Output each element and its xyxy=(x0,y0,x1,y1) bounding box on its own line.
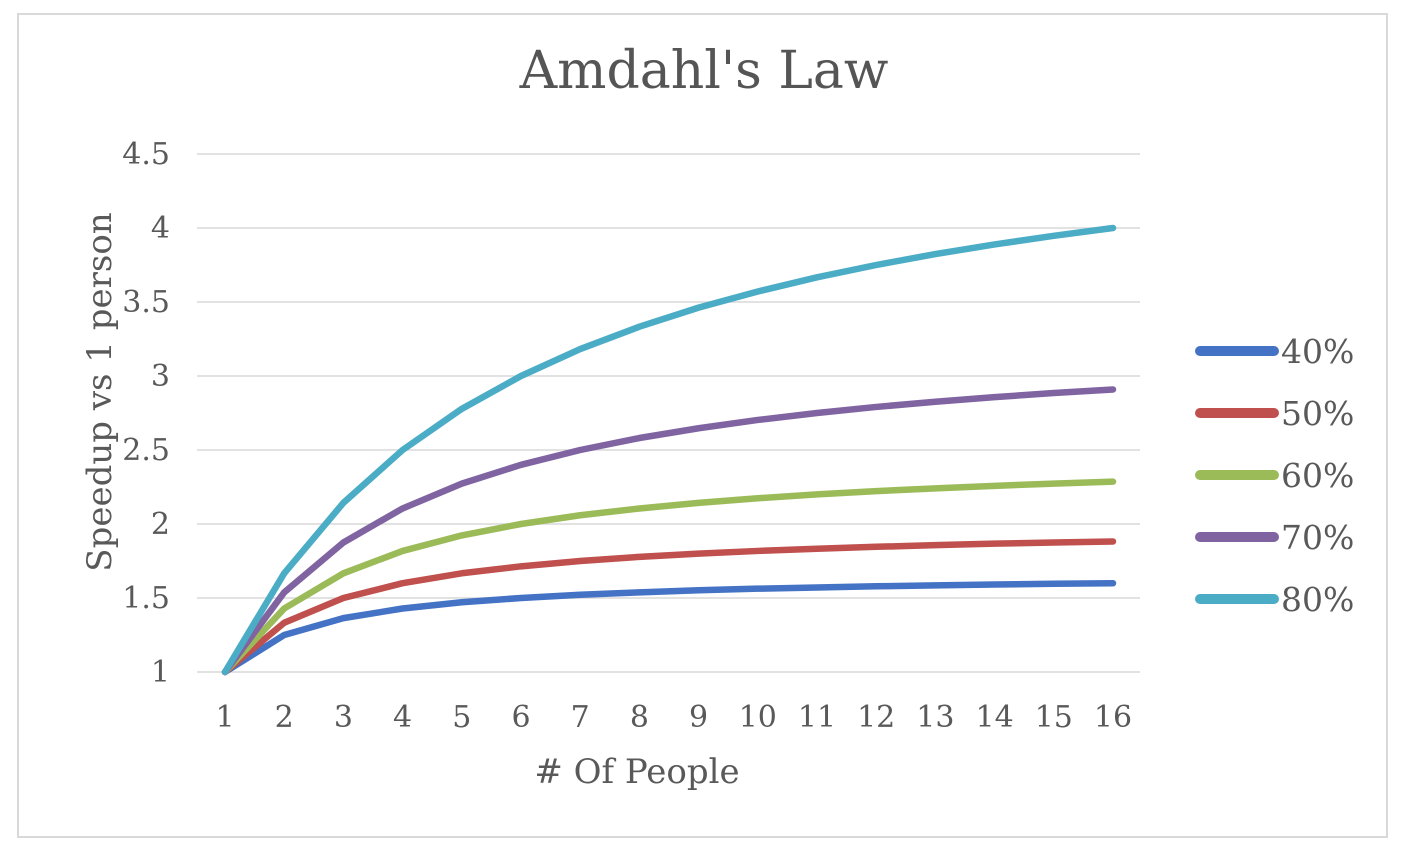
y-tick-label-3.5: 3.5 xyxy=(122,285,170,320)
y-tick-label-4.5: 4.5 xyxy=(122,137,170,172)
y-tick-label-3: 3 xyxy=(151,359,170,394)
legend-label-50%: 50% xyxy=(1281,393,1355,433)
y-tick-label-4: 4 xyxy=(151,211,170,246)
legend-swatch-80% xyxy=(1195,594,1279,604)
series-line-70% xyxy=(221,386,1117,676)
x-tick-label-10: 10 xyxy=(739,700,777,735)
x-tick-label-8: 8 xyxy=(630,700,649,735)
x-tick-label-12: 12 xyxy=(857,700,895,735)
y-tick-label-2.5: 2.5 xyxy=(122,433,170,468)
legend-swatch-60% xyxy=(1195,470,1279,480)
x-tick-label-16: 16 xyxy=(1094,700,1132,735)
legend-item-40%: 40% xyxy=(1195,328,1354,374)
legend-item-60%: 60% xyxy=(1195,452,1354,498)
x-tick-label-14: 14 xyxy=(976,700,1014,735)
series-line-50% xyxy=(221,538,1117,676)
x-tick-label-15: 15 xyxy=(1035,700,1073,735)
legend-label-40%: 40% xyxy=(1281,331,1355,371)
x-tick-label-5: 5 xyxy=(452,700,471,735)
x-tick-label-13: 13 xyxy=(916,700,954,735)
legend-label-70%: 70% xyxy=(1281,517,1355,557)
legend-label-60%: 60% xyxy=(1281,455,1355,495)
x-tick-label-6: 6 xyxy=(511,700,530,735)
y-tick-label-1: 1 xyxy=(151,655,170,690)
series-line-40% xyxy=(221,579,1117,676)
chart-title: Amdahl's Law xyxy=(519,41,889,101)
x-tick-label-4: 4 xyxy=(393,700,412,735)
x-tick-label-11: 11 xyxy=(798,700,836,735)
legend-item-80%: 80% xyxy=(1195,576,1354,622)
series-line-80% xyxy=(221,224,1117,676)
x-tick-label-1: 1 xyxy=(215,700,234,735)
x-tick-label-9: 9 xyxy=(689,700,708,735)
y-tick-label-1.5: 1.5 xyxy=(122,581,170,616)
legend-label-80%: 80% xyxy=(1281,579,1355,619)
series-line-60% xyxy=(221,478,1117,676)
x-tick-label-3: 3 xyxy=(334,700,353,735)
legend-swatch-50% xyxy=(1195,408,1279,418)
legend-swatch-70% xyxy=(1195,532,1279,542)
x-tick-label-2: 2 xyxy=(275,700,294,735)
legend-item-70%: 70% xyxy=(1195,514,1354,560)
y-tick-label-2: 2 xyxy=(151,507,170,542)
legend-item-50%: 50% xyxy=(1195,390,1354,436)
x-axis-title: # Of People xyxy=(534,752,740,792)
x-tick-label-7: 7 xyxy=(571,700,590,735)
legend-swatch-40% xyxy=(1195,346,1279,356)
legend: 40% 50% 60% 70% 80% xyxy=(1195,328,1354,638)
